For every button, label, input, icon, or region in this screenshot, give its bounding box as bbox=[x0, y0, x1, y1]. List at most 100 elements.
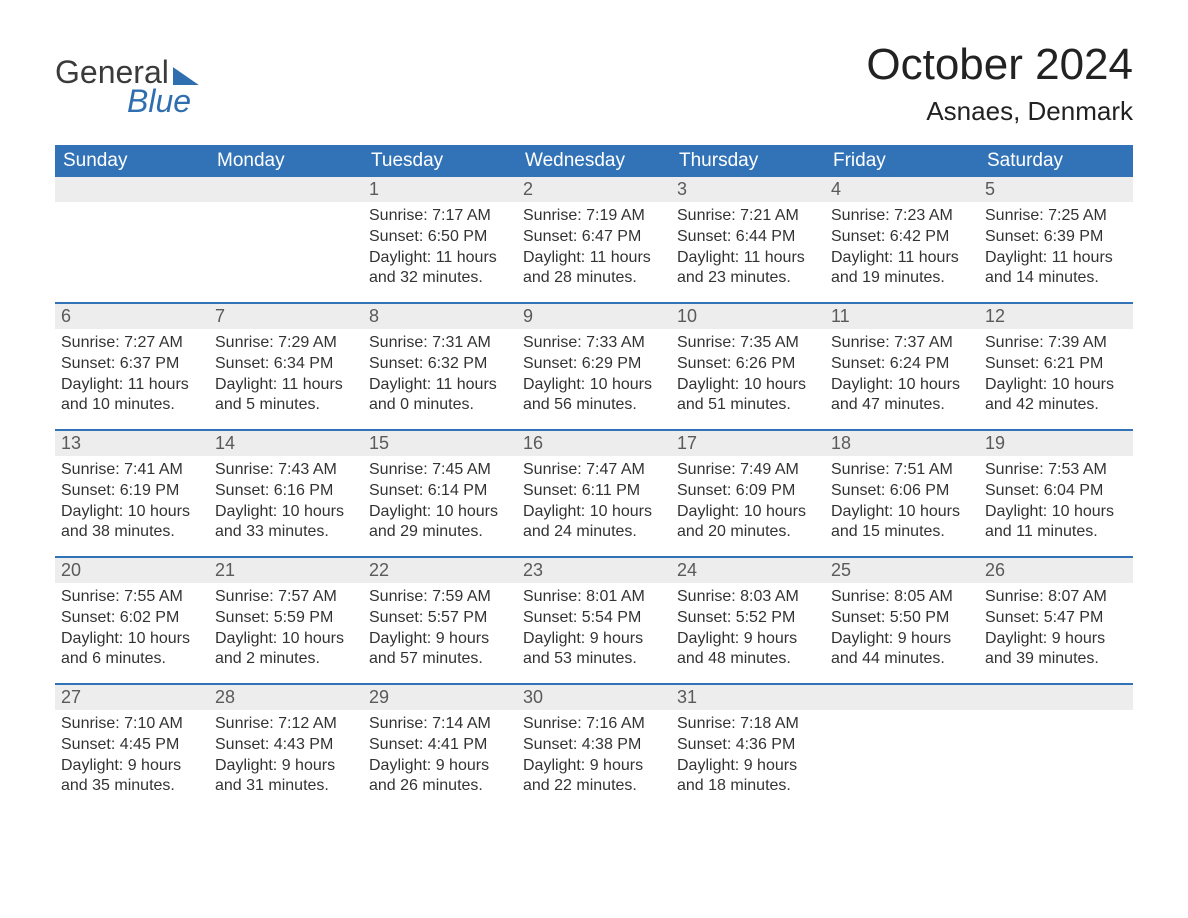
week-row: 12345Sunrise: 7:17 AMSunset: 6:50 PMDayl… bbox=[55, 177, 1133, 302]
daylight-text: Daylight: 11 hours and 5 minutes. bbox=[215, 375, 357, 417]
day-cell: Sunrise: 7:25 AMSunset: 6:39 PMDaylight:… bbox=[979, 202, 1133, 302]
sunset-text: Sunset: 6:11 PM bbox=[523, 481, 665, 502]
daylight-text: Daylight: 10 hours and 6 minutes. bbox=[61, 629, 203, 671]
sunset-text: Sunset: 6:37 PM bbox=[61, 354, 203, 375]
month-title: October 2024 bbox=[866, 40, 1133, 90]
day-number: 21 bbox=[209, 558, 363, 583]
day-cell: Sunrise: 7:10 AMSunset: 4:45 PMDaylight:… bbox=[55, 710, 209, 810]
day-number: 5 bbox=[979, 177, 1133, 202]
day-number: 12 bbox=[979, 304, 1133, 329]
daylight-text: Daylight: 9 hours and 35 minutes. bbox=[61, 756, 203, 798]
day-number bbox=[209, 177, 363, 202]
week-body-row: Sunrise: 7:10 AMSunset: 4:45 PMDaylight:… bbox=[55, 710, 1133, 810]
week-body-row: Sunrise: 7:41 AMSunset: 6:19 PMDaylight:… bbox=[55, 456, 1133, 556]
daylight-text: Daylight: 10 hours and 24 minutes. bbox=[523, 502, 665, 544]
day-number: 24 bbox=[671, 558, 825, 583]
sunset-text: Sunset: 6:16 PM bbox=[215, 481, 357, 502]
week: 20212223242526Sunrise: 7:55 AMSunset: 6:… bbox=[55, 558, 1133, 683]
day-cell: Sunrise: 7:23 AMSunset: 6:42 PMDaylight:… bbox=[825, 202, 979, 302]
daylight-text: Daylight: 9 hours and 39 minutes. bbox=[985, 629, 1127, 671]
sunset-text: Sunset: 5:54 PM bbox=[523, 608, 665, 629]
day-number bbox=[55, 177, 209, 202]
week-row: 2728293031Sunrise: 7:10 AMSunset: 4:45 P… bbox=[55, 683, 1133, 810]
day-number: 8 bbox=[363, 304, 517, 329]
title-block: October 2024 Asnaes, Denmark bbox=[866, 40, 1133, 127]
sunset-text: Sunset: 5:52 PM bbox=[677, 608, 819, 629]
week: 2728293031Sunrise: 7:10 AMSunset: 4:45 P… bbox=[55, 685, 1133, 810]
calendar-grid: Sunday Monday Tuesday Wednesday Thursday… bbox=[55, 145, 1133, 810]
day-number: 2 bbox=[517, 177, 671, 202]
day-number: 14 bbox=[209, 431, 363, 456]
daylight-text: Daylight: 10 hours and 11 minutes. bbox=[985, 502, 1127, 544]
sunrise-text: Sunrise: 7:39 AM bbox=[985, 333, 1127, 354]
day-number: 23 bbox=[517, 558, 671, 583]
sunrise-text: Sunrise: 7:16 AM bbox=[523, 714, 665, 735]
day-cell: Sunrise: 7:51 AMSunset: 6:06 PMDaylight:… bbox=[825, 456, 979, 556]
sunrise-text: Sunrise: 7:31 AM bbox=[369, 333, 511, 354]
daylight-text: Daylight: 9 hours and 22 minutes. bbox=[523, 756, 665, 798]
day-number bbox=[979, 685, 1133, 710]
day-cell: Sunrise: 7:35 AMSunset: 6:26 PMDaylight:… bbox=[671, 329, 825, 429]
day-number: 30 bbox=[517, 685, 671, 710]
sunset-text: Sunset: 6:21 PM bbox=[985, 354, 1127, 375]
day-number: 1 bbox=[363, 177, 517, 202]
day-cell: Sunrise: 7:19 AMSunset: 6:47 PMDaylight:… bbox=[517, 202, 671, 302]
daylight-text: Daylight: 9 hours and 44 minutes. bbox=[831, 629, 973, 671]
day-number: 25 bbox=[825, 558, 979, 583]
week-row: 20212223242526Sunrise: 7:55 AMSunset: 6:… bbox=[55, 556, 1133, 683]
week-body-row: Sunrise: 7:55 AMSunset: 6:02 PMDaylight:… bbox=[55, 583, 1133, 683]
daylight-text: Daylight: 9 hours and 26 minutes. bbox=[369, 756, 511, 798]
sunrise-text: Sunrise: 7:45 AM bbox=[369, 460, 511, 481]
day-cell: Sunrise: 8:07 AMSunset: 5:47 PMDaylight:… bbox=[979, 583, 1133, 683]
page-header: General Blue October 2024 Asnaes, Denmar… bbox=[55, 40, 1133, 127]
sunrise-text: Sunrise: 7:27 AM bbox=[61, 333, 203, 354]
daynum-row: 13141516171819 bbox=[55, 431, 1133, 456]
sunrise-text: Sunrise: 8:03 AM bbox=[677, 587, 819, 608]
daylight-text: Daylight: 11 hours and 10 minutes. bbox=[61, 375, 203, 417]
daylight-text: Daylight: 10 hours and 38 minutes. bbox=[61, 502, 203, 544]
day-number bbox=[825, 685, 979, 710]
daylight-text: Daylight: 11 hours and 28 minutes. bbox=[523, 248, 665, 290]
week-row: 13141516171819Sunrise: 7:41 AMSunset: 6:… bbox=[55, 429, 1133, 556]
day-cell: Sunrise: 7:17 AMSunset: 6:50 PMDaylight:… bbox=[363, 202, 517, 302]
day-cell: Sunrise: 7:47 AMSunset: 6:11 PMDaylight:… bbox=[517, 456, 671, 556]
daynum-row: 20212223242526 bbox=[55, 558, 1133, 583]
day-number: 28 bbox=[209, 685, 363, 710]
daylight-text: Daylight: 10 hours and 15 minutes. bbox=[831, 502, 973, 544]
dow-sunday: Sunday bbox=[55, 145, 209, 177]
day-cell: Sunrise: 7:39 AMSunset: 6:21 PMDaylight:… bbox=[979, 329, 1133, 429]
daylight-text: Daylight: 10 hours and 47 minutes. bbox=[831, 375, 973, 417]
sunrise-text: Sunrise: 7:43 AM bbox=[215, 460, 357, 481]
sunset-text: Sunset: 4:36 PM bbox=[677, 735, 819, 756]
week-body-row: Sunrise: 7:17 AMSunset: 6:50 PMDaylight:… bbox=[55, 202, 1133, 302]
daylight-text: Daylight: 10 hours and 42 minutes. bbox=[985, 375, 1127, 417]
daylight-text: Daylight: 10 hours and 20 minutes. bbox=[677, 502, 819, 544]
daylight-text: Daylight: 11 hours and 19 minutes. bbox=[831, 248, 973, 290]
day-cell: Sunrise: 7:55 AMSunset: 6:02 PMDaylight:… bbox=[55, 583, 209, 683]
daylight-text: Daylight: 9 hours and 48 minutes. bbox=[677, 629, 819, 671]
daylight-text: Daylight: 11 hours and 32 minutes. bbox=[369, 248, 511, 290]
day-number: 4 bbox=[825, 177, 979, 202]
sunrise-text: Sunrise: 7:59 AM bbox=[369, 587, 511, 608]
day-number: 20 bbox=[55, 558, 209, 583]
dow-thursday: Thursday bbox=[671, 145, 825, 177]
day-number: 10 bbox=[671, 304, 825, 329]
sunrise-text: Sunrise: 7:33 AM bbox=[523, 333, 665, 354]
sunset-text: Sunset: 6:44 PM bbox=[677, 227, 819, 248]
day-cell: Sunrise: 7:37 AMSunset: 6:24 PMDaylight:… bbox=[825, 329, 979, 429]
daylight-text: Daylight: 11 hours and 14 minutes. bbox=[985, 248, 1127, 290]
day-cell: Sunrise: 8:01 AMSunset: 5:54 PMDaylight:… bbox=[517, 583, 671, 683]
sunset-text: Sunset: 5:50 PM bbox=[831, 608, 973, 629]
sunrise-text: Sunrise: 7:10 AM bbox=[61, 714, 203, 735]
sunrise-text: Sunrise: 7:18 AM bbox=[677, 714, 819, 735]
sunset-text: Sunset: 6:26 PM bbox=[677, 354, 819, 375]
daynum-row: 12345 bbox=[55, 177, 1133, 202]
day-number: 18 bbox=[825, 431, 979, 456]
sunrise-text: Sunrise: 7:14 AM bbox=[369, 714, 511, 735]
sunset-text: Sunset: 6:14 PM bbox=[369, 481, 511, 502]
day-cell: Sunrise: 7:16 AMSunset: 4:38 PMDaylight:… bbox=[517, 710, 671, 810]
sunrise-text: Sunrise: 7:21 AM bbox=[677, 206, 819, 227]
week: 13141516171819Sunrise: 7:41 AMSunset: 6:… bbox=[55, 431, 1133, 556]
week: 6789101112Sunrise: 7:27 AMSunset: 6:37 P… bbox=[55, 304, 1133, 429]
day-cell: Sunrise: 7:49 AMSunset: 6:09 PMDaylight:… bbox=[671, 456, 825, 556]
